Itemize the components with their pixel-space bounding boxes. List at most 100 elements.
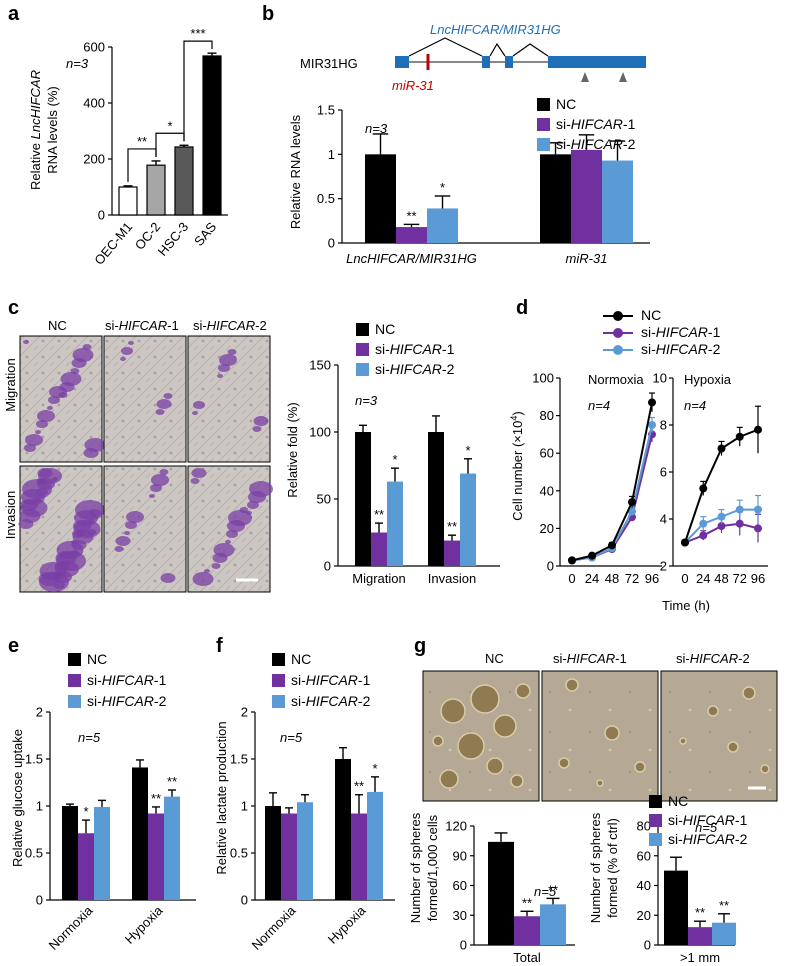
g1-ytick-label: 60: [453, 878, 467, 893]
g2-group-label: >1 mm: [680, 950, 720, 965]
e-legend-swatch-0: [68, 653, 81, 666]
micrograph-migration-1: [103, 335, 187, 463]
c-legend-label-2: si-HIFCAR-2: [375, 361, 455, 377]
e-sig-mark: *: [83, 804, 88, 819]
g2-sig-mark: **: [719, 898, 729, 913]
b-ytick-label: 0.5: [317, 191, 335, 206]
e-ytick-label: 1.5: [25, 752, 43, 767]
b-legend-swatch-2: [537, 138, 550, 151]
f-sig-mark: **: [354, 779, 364, 794]
f-legend-label-0: NC: [291, 651, 311, 667]
stained-cell: [239, 507, 249, 513]
e-legend-label-1: si-HIFCAR-1: [87, 672, 167, 688]
stained-cell: [84, 438, 106, 452]
c-legend-label-1: si-HIFCAR-1: [375, 341, 455, 357]
d-xtick-label: 72: [733, 571, 747, 586]
d-point-0: [717, 444, 726, 453]
d-point-0: [588, 551, 596, 560]
g2-bar-0-0: [664, 870, 688, 945]
panel-f: n=5 Relative lactate production 0 0.5 1 1.5…: [214, 651, 395, 953]
d-point-0: [608, 541, 616, 550]
stained-cell: [126, 511, 144, 523]
panel-d-hypoxia-title: Hypoxia: [684, 372, 732, 387]
b-sig-mark: **: [406, 208, 416, 223]
e-bar-1-0: [132, 767, 148, 900]
panel-letter-b: b: [262, 3, 274, 25]
c-legend-label-0: NC: [375, 321, 395, 337]
a-ytick-label: 200: [83, 152, 105, 167]
b-bar-1-2: [602, 160, 633, 243]
g2-ytick-label: 0: [644, 938, 651, 953]
sphere: [432, 735, 444, 747]
c-sig-mark: *: [465, 443, 470, 458]
e-legend-label-0: NC: [87, 651, 107, 667]
a-sig-mark: **: [137, 134, 147, 149]
panel-c-ylabel: Relative fold (%): [285, 402, 300, 497]
stained-cell: [48, 396, 60, 404]
d-point-0: [568, 556, 576, 565]
d-legend-label-0: NC: [641, 307, 661, 323]
d-point-1: [717, 522, 726, 531]
stained-cell: [159, 469, 169, 475]
b-bar-0-0: [365, 154, 396, 243]
panel-letter-d: d: [516, 297, 528, 319]
panel-g-total-n: n=5: [534, 884, 557, 899]
panel-e-n-label: n=5: [78, 730, 101, 745]
d-xtick-label: 48: [605, 571, 619, 586]
d-ytick-label: 100: [532, 371, 554, 386]
d-point-1: [699, 531, 708, 540]
d-xtick-label: 48: [714, 571, 728, 586]
stained-cell: [37, 410, 55, 422]
panel-g-1mm-n: n=5: [695, 820, 718, 835]
d-point-0: [754, 425, 762, 434]
stained-cell: [25, 434, 43, 446]
stained-cell: [219, 354, 237, 366]
c-legend-swatch-0: [356, 323, 369, 336]
a-category-label: HSC-3: [155, 219, 192, 259]
g2-ytick-label: 80: [637, 819, 651, 834]
d-legend-marker-1: [613, 328, 623, 338]
stained-cell: [82, 344, 92, 350]
stained-cell: [218, 364, 230, 372]
c-sig-mark: **: [447, 519, 457, 534]
stained-cell: [213, 543, 235, 557]
f-ytick-label: 0: [241, 893, 248, 908]
stained-cell: [211, 563, 221, 569]
e-legend-swatch-2: [68, 695, 81, 708]
d-ytick-label: 2: [660, 559, 667, 574]
panel-letter-e: e: [8, 635, 19, 657]
d-point-1: [735, 519, 744, 528]
panel-e-legend: NC si-HIFCAR-1 si-HIFCAR-2: [68, 651, 167, 709]
sphere: [558, 757, 570, 769]
d-legend-marker-0: [613, 311, 623, 321]
transcript-label: LncHIFCAR/MIR31HG: [430, 22, 561, 37]
e-ytick-label: 0.5: [25, 846, 43, 861]
stained-cell: [114, 546, 124, 552]
d-point-0: [699, 484, 708, 493]
f-bar-0-2: [297, 802, 313, 900]
sphere: [565, 678, 579, 692]
g1-ytick-label: 0: [460, 938, 467, 953]
c-bar-0-1: [371, 532, 387, 566]
stained-cell: [150, 484, 162, 492]
sphere: [596, 779, 604, 787]
g2-ytick-label: 20: [637, 908, 651, 923]
g1-ytick-label: 120: [445, 819, 467, 834]
e-sig-mark: **: [167, 774, 177, 789]
e-sig-mark: **: [151, 791, 161, 806]
a-category-label: SAS: [191, 219, 219, 249]
b-bar-1-1: [571, 149, 602, 243]
panel-a-ylabel-line1: Relative LncHIFCAR: [28, 70, 43, 190]
panel-a-n-label: n=3: [66, 56, 89, 71]
stained-cell: [70, 368, 80, 374]
f-ytick-label: 2: [241, 705, 248, 720]
a-bar-0: [118, 186, 138, 216]
g-legend-swatch-2: [649, 833, 662, 846]
panel-g-1mm-ylabel-line2: formed (% of ctrl): [605, 818, 620, 918]
panel-d-xlabel: Time (h): [662, 598, 710, 613]
panel-f-n-label: n=5: [280, 730, 303, 745]
d-point-2: [699, 519, 708, 528]
f-legend-swatch-1: [272, 674, 285, 687]
stained-cell: [192, 411, 198, 415]
